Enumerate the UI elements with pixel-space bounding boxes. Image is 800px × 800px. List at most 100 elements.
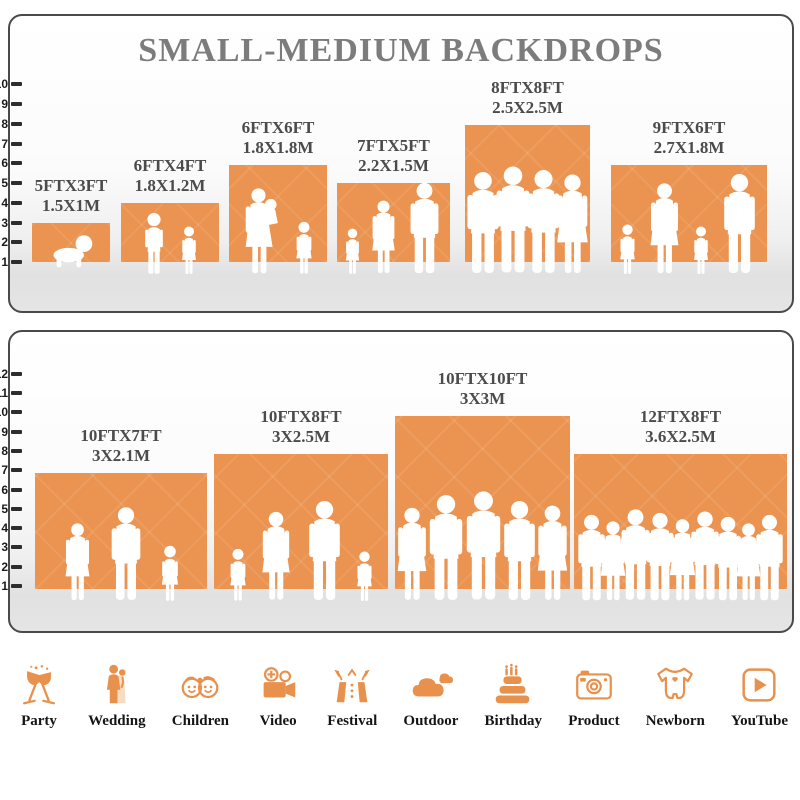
category-festival: Festival <box>327 662 377 730</box>
woman-silhouette <box>550 173 595 275</box>
ruler-tick <box>11 371 22 376</box>
silhouette-group <box>574 508 787 602</box>
woman-silhouette <box>367 199 400 275</box>
size-feet: 12FTX8FT <box>639 407 722 426</box>
children-icon <box>182 676 219 699</box>
size-meters: 1.8X1.2M <box>134 176 206 195</box>
backdrop-rect <box>337 183 450 262</box>
backdrop-rect <box>611 165 767 262</box>
category-birthday: Birthday <box>485 662 542 730</box>
silhouette-group <box>337 182 450 275</box>
ruler-number: 9 <box>1 97 8 111</box>
silhouette-group <box>611 173 767 275</box>
man-silhouette <box>750 514 789 602</box>
ruler-tick <box>11 181 22 185</box>
category-video: Video <box>255 662 301 730</box>
backdrop-size-label: 6FTX6FT 1.8X1.8M <box>242 118 315 158</box>
size-feet: 10FTX10FT <box>437 369 528 388</box>
ruler-tick <box>11 506 22 511</box>
silhouette-group <box>465 165 590 275</box>
size-feet: 7FTX5FT <box>357 136 430 155</box>
backdrop-size-label: 6FTX4FT 1.8X1.2M <box>134 156 207 196</box>
size-meters: 2.7X1.8M <box>653 138 725 157</box>
category-label: YouTube <box>731 713 788 729</box>
product-icon <box>576 670 612 700</box>
ruler-number: 5 <box>1 501 8 516</box>
backdrop-rect <box>32 223 110 262</box>
ruler-number: 8 <box>1 116 8 131</box>
backdrop-size-label: 5FTX3FT 1.5X1M <box>35 176 108 216</box>
ruler-number: 6 <box>1 482 8 497</box>
backdrop-size-label: 10FTX7FT 3X2.1M <box>80 426 161 466</box>
category-label: Party <box>21 713 57 729</box>
backdrop-size-label: 9FTX6FT 2.7X1.8M <box>653 118 726 158</box>
ruler-number: 2 <box>1 235 8 250</box>
size-meters: 2.5X2.5M <box>492 98 563 117</box>
ruler-number: 4 <box>1 195 8 210</box>
newborn-icon <box>657 667 694 700</box>
backdrop-size-label: 8FTX8FT 2.5X2.5M <box>491 78 564 118</box>
backdrop-rect <box>574 454 787 589</box>
man-silhouette <box>404 182 445 275</box>
ruler-number: 2 <box>1 559 8 574</box>
ruler-number: 10 <box>0 77 8 92</box>
ruler-tick <box>11 141 22 146</box>
festival-icon <box>334 668 371 703</box>
ruler-number: 4 <box>1 521 8 536</box>
category-label: Wedding <box>88 713 146 729</box>
page-title: SMALL-MEDIUM BACKDROPS <box>138 32 664 69</box>
size-feet: 10FTX8FT <box>260 407 342 426</box>
size-feet: 10FTX7FT <box>80 426 162 445</box>
backdrop-size-label: 7FTX5FT 2.2X1.5M <box>357 136 430 176</box>
party-icon <box>22 665 56 705</box>
ruler-tick <box>11 410 22 415</box>
ruler-tick <box>11 161 22 166</box>
size-meters: 3X2.1M <box>91 446 151 465</box>
silhouette-group <box>214 500 388 602</box>
girl-silhouette <box>616 223 639 275</box>
girl-silhouette <box>157 544 183 602</box>
birthday-icon <box>496 663 530 704</box>
size-meters: 3X3M <box>459 389 506 408</box>
size-feet: 6FTX4FT <box>133 156 207 175</box>
ruler-tick <box>11 487 22 492</box>
category-newborn: Newborn <box>646 662 705 730</box>
man-silhouette <box>302 500 347 602</box>
category-label: Newborn <box>645 713 705 729</box>
backdrop-rect <box>121 203 219 262</box>
ruler-tick <box>11 391 22 395</box>
woman-silhouette <box>60 522 95 602</box>
backdrop-rect <box>465 125 590 262</box>
man-silhouette <box>717 173 762 275</box>
ruler-tick <box>11 545 22 550</box>
silhouette-group <box>35 506 207 602</box>
wedding-icon <box>106 664 126 704</box>
woman-holding-child-silhouette <box>240 187 284 275</box>
ruler-number: 1 <box>1 579 8 593</box>
backdrop-rect <box>395 416 570 589</box>
girl-silhouette <box>226 547 250 602</box>
panel-small-medium: SMALL-MEDIUM BACKDROPS 10 9 8 7 6 5 4 3 2 1 5FTX3… <box>0 14 794 313</box>
woman-silhouette <box>256 510 296 602</box>
silhouette-group <box>121 212 219 275</box>
category-label: Product <box>568 713 620 729</box>
ruler-tick <box>11 220 22 225</box>
ruler-number: 7 <box>1 463 8 478</box>
ruler-tick <box>11 564 22 569</box>
ruler-number: 12 <box>0 366 8 381</box>
girl-silhouette <box>690 225 712 275</box>
category-label: Video <box>259 713 297 729</box>
ruler-tick <box>11 82 22 87</box>
category-party: Party <box>16 662 62 730</box>
ruler-tick <box>11 468 22 473</box>
size-feet: 6FTX6FT <box>241 118 315 137</box>
ruler-number: 5 <box>1 176 8 190</box>
ruler-tick <box>11 121 22 126</box>
silhouette-group <box>32 233 110 268</box>
ruler-number: 3 <box>1 540 8 555</box>
backdrop-size-label: 10FTX10FT 3X3M <box>438 369 528 409</box>
ruler-tick <box>11 448 22 453</box>
backdrop-size-label: 10FTX8FT 3X2.5M <box>260 407 341 447</box>
silhouette-group <box>229 187 327 275</box>
